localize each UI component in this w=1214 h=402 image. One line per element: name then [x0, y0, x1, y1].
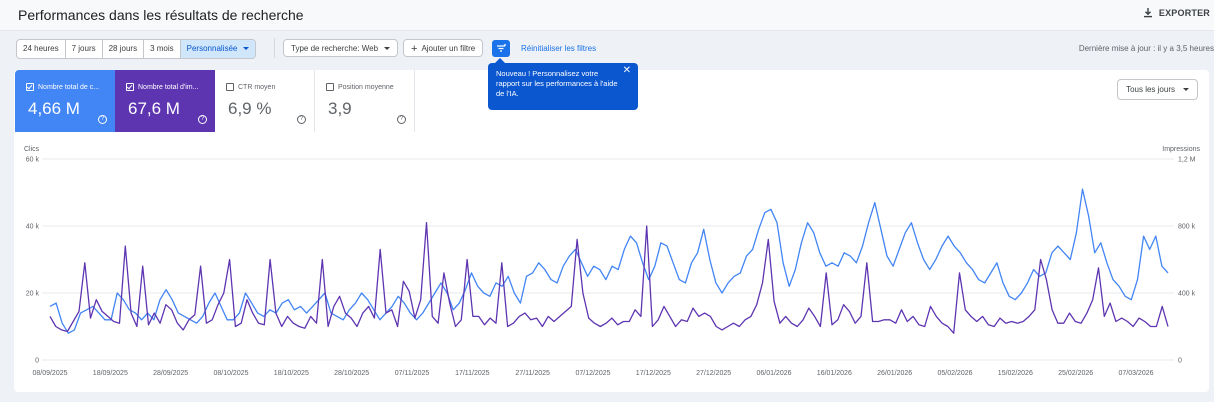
granularity-dropdown[interactable]: Tous les jours — [1117, 79, 1198, 100]
chevron-down-icon — [1183, 88, 1189, 92]
metric-card-clicks[interactable]: Nombre total de c... 4,66 M ? — [15, 70, 115, 132]
checkbox-icon[interactable] — [326, 83, 334, 91]
filter-bar: 24 heures 7 jours 28 jours 3 mois Person… — [0, 31, 1214, 66]
x-tick-label: 27/11/2025 — [515, 370, 550, 377]
ai-feature-tooltip: Nouveau ! Personnalisez votre rapport su… — [488, 58, 638, 110]
y-left-tick-label: 40 k — [26, 224, 40, 231]
date-range-7d[interactable]: 7 jours — [66, 40, 103, 58]
last-update-text: Dernière mise à jour : il y a 3,5 heures — [1078, 44, 1214, 53]
x-tick-label: 26/01/2026 — [877, 370, 912, 377]
metric-card-position[interactable]: Position moyenne 3,9 ? — [315, 70, 415, 132]
metric-value: 4,66 M — [28, 99, 80, 118]
help-icon[interactable]: ? — [297, 115, 306, 124]
checkbox-checked-icon[interactable] — [126, 83, 134, 91]
download-icon — [1143, 8, 1152, 18]
metric-label-row: Nombre total d'im... — [126, 83, 198, 91]
x-tick-label: 27/12/2025 — [696, 370, 731, 377]
metric-value: 6,9 % — [228, 99, 272, 118]
y-right-tick-label: 0 — [1178, 358, 1182, 365]
x-tick-label: 07/12/2025 — [575, 370, 610, 377]
x-tick-label: 08/10/2025 — [213, 370, 248, 377]
search-type-label: Type de recherche: Web — [291, 44, 379, 53]
metric-label: CTR moyen — [238, 83, 276, 91]
x-tick-label: 17/11/2025 — [455, 370, 490, 377]
close-icon[interactable]: ✕ — [622, 65, 631, 76]
metric-card-impressions[interactable]: Nombre total d'im... 67,6 M ? — [115, 70, 215, 132]
y-left-tick-label: 0 — [35, 358, 39, 365]
y-left-tick-label: 60 k — [26, 157, 40, 164]
date-range-24h[interactable]: 24 heures — [17, 40, 66, 58]
metric-label: Position moyenne — [338, 83, 394, 91]
date-range-3m[interactable]: 3 mois — [144, 40, 181, 58]
divider — [274, 38, 275, 58]
top-bar: Performances dans les résultats de reche… — [0, 0, 1214, 31]
tooltip-text: Nouveau ! Personnalisez votre rapport su… — [496, 69, 618, 98]
metric-label-row: Nombre total de c... — [26, 83, 99, 91]
date-range-selector: 24 heures 7 jours 28 jours 3 mois Person… — [16, 39, 257, 59]
ai-filter-button[interactable] — [492, 40, 510, 57]
filter-sparkle-icon — [497, 43, 507, 52]
x-tick-label: 17/12/2025 — [636, 370, 671, 377]
x-tick-label: 16/01/2026 — [817, 370, 852, 377]
help-icon[interactable]: ? — [98, 115, 107, 124]
granularity-label: Tous les jours — [1126, 85, 1175, 94]
x-tick-label: 06/01/2026 — [756, 370, 791, 377]
help-icon[interactable]: ? — [198, 115, 207, 124]
help-icon[interactable]: ? — [397, 115, 406, 124]
series-line-clics — [49, 188, 1169, 334]
y-right-tick-label: 800 k — [1178, 224, 1196, 231]
x-tick-label: 28/09/2025 — [153, 370, 188, 377]
metric-value: 3,9 — [328, 99, 352, 118]
series-line-impressions — [49, 222, 1169, 334]
x-tick-label: 25/02/2026 — [1058, 370, 1093, 377]
export-button[interactable]: EXPORTER — [1143, 8, 1210, 18]
checkbox-checked-icon[interactable] — [26, 83, 34, 91]
checkbox-icon[interactable] — [226, 83, 234, 91]
x-tick-label: 18/09/2025 — [93, 370, 128, 377]
metric-card-ctr[interactable]: CTR moyen 6,9 % ? — [215, 70, 315, 132]
x-tick-label: 05/02/2026 — [937, 370, 972, 377]
metric-label-row: CTR moyen — [226, 83, 275, 91]
metric-label: Nombre total de c... — [38, 83, 100, 91]
y-right-axis-title: Impressions — [1162, 146, 1200, 153]
x-tick-label: 07/11/2025 — [395, 370, 430, 377]
x-tick-label: 15/02/2026 — [998, 370, 1033, 377]
metric-label: Nombre total d'im... — [138, 83, 199, 91]
x-tick-label: 18/10/2025 — [274, 370, 309, 377]
chevron-down-icon — [384, 47, 391, 51]
date-range-custom[interactable]: Personnalisée — [180, 40, 256, 58]
x-tick-label: 08/09/2025 — [32, 370, 67, 377]
search-type-filter[interactable]: Type de recherche: Web — [283, 39, 399, 57]
performance-panel: Nombre total de c... 4,66 M ? Nombre tot… — [14, 70, 1209, 392]
reset-filters-link[interactable]: Réinitialiser les filtres — [521, 44, 597, 53]
add-filter-label: Ajouter un filtre — [421, 44, 476, 53]
export-label: EXPORTER — [1158, 8, 1210, 18]
y-left-tick-label: 20 k — [26, 291, 40, 298]
metric-label-row: Position moyenne — [326, 83, 394, 91]
y-right-tick-label: 1,2 M — [1178, 157, 1196, 164]
y-left-axis-title: Clics — [24, 146, 40, 153]
performance-chart: 60 k 1,2 M 40 k 800 k 20 k 400 k 0 0 Clics Impres… — [24, 146, 1201, 377]
add-filter-button[interactable]: + Ajouter un filtre — [403, 39, 484, 57]
x-tick-label: 28/10/2025 — [334, 370, 369, 377]
metric-value: 67,6 M — [128, 99, 180, 118]
plus-icon: + — [411, 43, 418, 55]
page-title: Performances dans les résultats de reche… — [18, 7, 304, 23]
x-tick-label: 07/03/2026 — [1118, 370, 1153, 377]
date-range-28d[interactable]: 28 jours — [103, 40, 145, 58]
y-right-tick-label: 400 k — [1178, 291, 1196, 298]
